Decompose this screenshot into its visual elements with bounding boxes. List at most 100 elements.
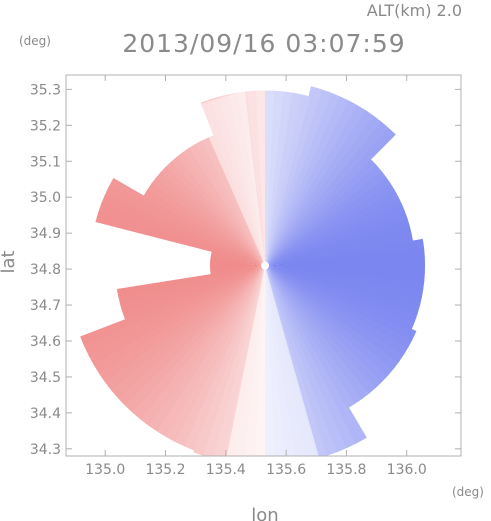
radar-sector bbox=[146, 183, 266, 266]
radar-sector bbox=[265, 265, 389, 383]
radar-sector bbox=[265, 265, 371, 399]
radar-sector bbox=[265, 176, 391, 266]
radar-sector bbox=[265, 265, 377, 394]
radar-sector bbox=[224, 265, 266, 456]
velocity-field bbox=[80, 86, 426, 456]
radar-sector bbox=[125, 265, 266, 415]
radar-sector bbox=[265, 265, 405, 363]
radar-sector bbox=[100, 194, 266, 266]
radar-sector bbox=[117, 265, 266, 407]
radar-sector bbox=[104, 265, 266, 392]
radar-sector bbox=[265, 265, 358, 449]
x-tick-label: 136.0 bbox=[387, 462, 427, 478]
radar-sector bbox=[193, 140, 266, 266]
radar-sector bbox=[265, 126, 396, 266]
radar-sector bbox=[210, 254, 266, 266]
radar-sector bbox=[263, 90, 275, 266]
x-unit-label: (deg) bbox=[452, 485, 484, 499]
altitude-label: ALT(km) 2.0 bbox=[367, 1, 462, 20]
radar-sector bbox=[187, 144, 266, 266]
radar-sector bbox=[148, 265, 266, 433]
radar-sector bbox=[181, 148, 266, 266]
y-tick-label: 35.1 bbox=[30, 154, 61, 170]
radar-sector bbox=[200, 137, 266, 266]
radar-sector bbox=[265, 265, 424, 299]
radar-sector bbox=[170, 156, 266, 266]
radar-sector bbox=[265, 265, 418, 323]
radar-sector bbox=[265, 265, 383, 389]
radar-sector bbox=[265, 91, 293, 266]
radar-sector bbox=[164, 161, 266, 266]
y-tick-label: 35.2 bbox=[30, 118, 61, 134]
radar-sector bbox=[98, 265, 266, 384]
radar-site bbox=[261, 261, 270, 270]
radar-sector bbox=[265, 263, 426, 274]
radar-sector bbox=[265, 265, 420, 315]
x-tick-label: 135.6 bbox=[266, 462, 306, 478]
radar-sector bbox=[150, 177, 266, 266]
radar-sector bbox=[265, 189, 399, 266]
radar-sector bbox=[175, 265, 266, 448]
radar-sector bbox=[265, 265, 425, 291]
radar-sector bbox=[265, 95, 349, 266]
y-tick-label: 34.6 bbox=[30, 334, 61, 350]
radar-sector bbox=[213, 265, 266, 456]
y-unit-label: (deg) bbox=[19, 34, 51, 48]
axis-ticks: 135.0 135.2 135.4 135.6 135.8 136.0 34.3 34.4 34… bbox=[30, 75, 461, 478]
radar-sector bbox=[265, 265, 425, 283]
radar-sector bbox=[111, 265, 266, 400]
radar-sector bbox=[98, 202, 266, 266]
zero-velocity-band-north bbox=[195, 90, 266, 266]
radar-sector bbox=[265, 265, 415, 331]
radar-sector bbox=[265, 109, 374, 266]
radar-sector bbox=[265, 93, 311, 266]
plot-frame bbox=[65, 74, 462, 457]
radar-sector bbox=[265, 104, 366, 266]
x-tick-label: 135.4 bbox=[206, 462, 246, 478]
radar-sector bbox=[84, 265, 266, 358]
radar-sector bbox=[265, 196, 403, 266]
radar-sector bbox=[159, 166, 266, 266]
radar-sector bbox=[155, 171, 266, 266]
radar-sector bbox=[93, 265, 266, 376]
radar-sector bbox=[265, 182, 395, 266]
radar-sector bbox=[166, 265, 266, 443]
radar-sector bbox=[265, 265, 422, 307]
radar-sector bbox=[265, 120, 389, 266]
radar-sector bbox=[210, 256, 266, 266]
radar-sector bbox=[265, 265, 395, 376]
radar-sector bbox=[265, 265, 357, 409]
y-tick-label: 34.7 bbox=[30, 298, 61, 314]
y-axis-label: lat bbox=[0, 250, 19, 273]
radar-sector bbox=[265, 88, 332, 266]
radar-sector bbox=[193, 265, 266, 456]
y-tick-label: 34.9 bbox=[30, 226, 61, 242]
zero-velocity-band bbox=[226, 265, 319, 456]
y-tick-label: 35.0 bbox=[30, 190, 61, 206]
y-tick-label: 34.8 bbox=[30, 262, 61, 278]
radar-sector bbox=[265, 163, 382, 266]
x-tick-label: 135.8 bbox=[326, 462, 366, 478]
radar-sector bbox=[143, 189, 266, 266]
radar-sector bbox=[265, 265, 413, 348]
radar-sector bbox=[210, 259, 266, 266]
radar-sector bbox=[140, 265, 266, 427]
radar-sector bbox=[265, 169, 387, 266]
radar-sector bbox=[211, 251, 266, 266]
radar-sector bbox=[104, 186, 266, 266]
radar-sector bbox=[265, 114, 382, 266]
radar-sector bbox=[265, 265, 364, 404]
chart-title: 2013/09/16 03:07:59 bbox=[122, 29, 405, 58]
y-tick-label: 34.4 bbox=[30, 406, 61, 422]
radar-sector bbox=[95, 211, 266, 266]
radar-sector bbox=[184, 265, 266, 452]
radar-sector bbox=[265, 92, 341, 266]
radar-sector bbox=[265, 92, 302, 266]
x-tick-label: 135.0 bbox=[85, 462, 125, 478]
radar-sector bbox=[265, 158, 377, 266]
radar-sector bbox=[175, 152, 266, 266]
radar-sector bbox=[132, 265, 266, 421]
radar-sector bbox=[203, 265, 266, 456]
radar-sector bbox=[265, 265, 409, 356]
